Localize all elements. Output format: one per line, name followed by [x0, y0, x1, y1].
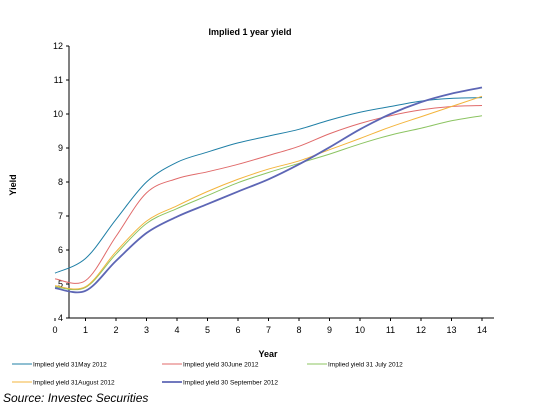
- x-axis: 0 1 2 3 4 5 6 7 8 9 10 11 12 13 14: [52, 317, 494, 335]
- x-tick-label: 11: [386, 325, 395, 335]
- y-tick-label: 7: [58, 211, 63, 221]
- x-tick-label: 12: [416, 325, 426, 335]
- chart-title: Implied 1 year yield: [208, 27, 291, 37]
- legend-label: Implied yield 31 July 2012: [328, 362, 403, 369]
- x-axis-title: Year: [258, 349, 278, 359]
- source-note: Source: Investec Securities: [3, 391, 149, 405]
- x-tick-label: 10: [355, 325, 365, 335]
- legend: Implied yield 31May 2012 Implied yield 30…: [12, 362, 403, 387]
- x-tick-label: 3: [144, 325, 149, 335]
- series-line-4: [54, 95, 483, 290]
- y-tick-label: 4: [58, 313, 63, 323]
- x-tick-label: 13: [446, 325, 456, 335]
- legend-label: Implied yield 31August 2012: [33, 380, 115, 387]
- series-line-5: [54, 86, 483, 294]
- x-tick-label: 6: [235, 325, 240, 335]
- x-tick-label: 8: [296, 325, 301, 335]
- x-tick-label: 0: [52, 325, 57, 335]
- legend-label: Implied yield 30 September 2012: [183, 380, 278, 387]
- x-tick-label: 5: [205, 325, 210, 335]
- y-tick-label: 11: [54, 75, 63, 85]
- y-tick-label: 6: [58, 245, 63, 255]
- x-tick-label: 9: [327, 325, 332, 335]
- y-tick-label: 10: [53, 109, 63, 119]
- x-tick-label: 2: [113, 325, 118, 335]
- series-line-3: [54, 115, 483, 291]
- y-tick-label: 12: [53, 41, 63, 51]
- y-axis: 4 5 6 7 8 9 10 11 12: [53, 41, 70, 323]
- y-tick-label: 9: [58, 143, 63, 153]
- series-line-1: [54, 97, 483, 274]
- y-tick-label: 5: [58, 279, 63, 289]
- series-line-2: [54, 105, 483, 284]
- y-tick-label: 8: [58, 177, 63, 187]
- y-axis-title: Yield: [8, 174, 18, 195]
- x-tick-label: 4: [174, 325, 179, 335]
- legend-label: Implied yield 31May 2012: [33, 362, 107, 369]
- x-tick-label: 14: [477, 325, 487, 335]
- legend-label: Implied yield 30June 2012: [183, 362, 259, 369]
- series-layer: [54, 86, 483, 294]
- x-tick-label: 7: [266, 325, 271, 335]
- x-tick-label: 1: [83, 325, 88, 335]
